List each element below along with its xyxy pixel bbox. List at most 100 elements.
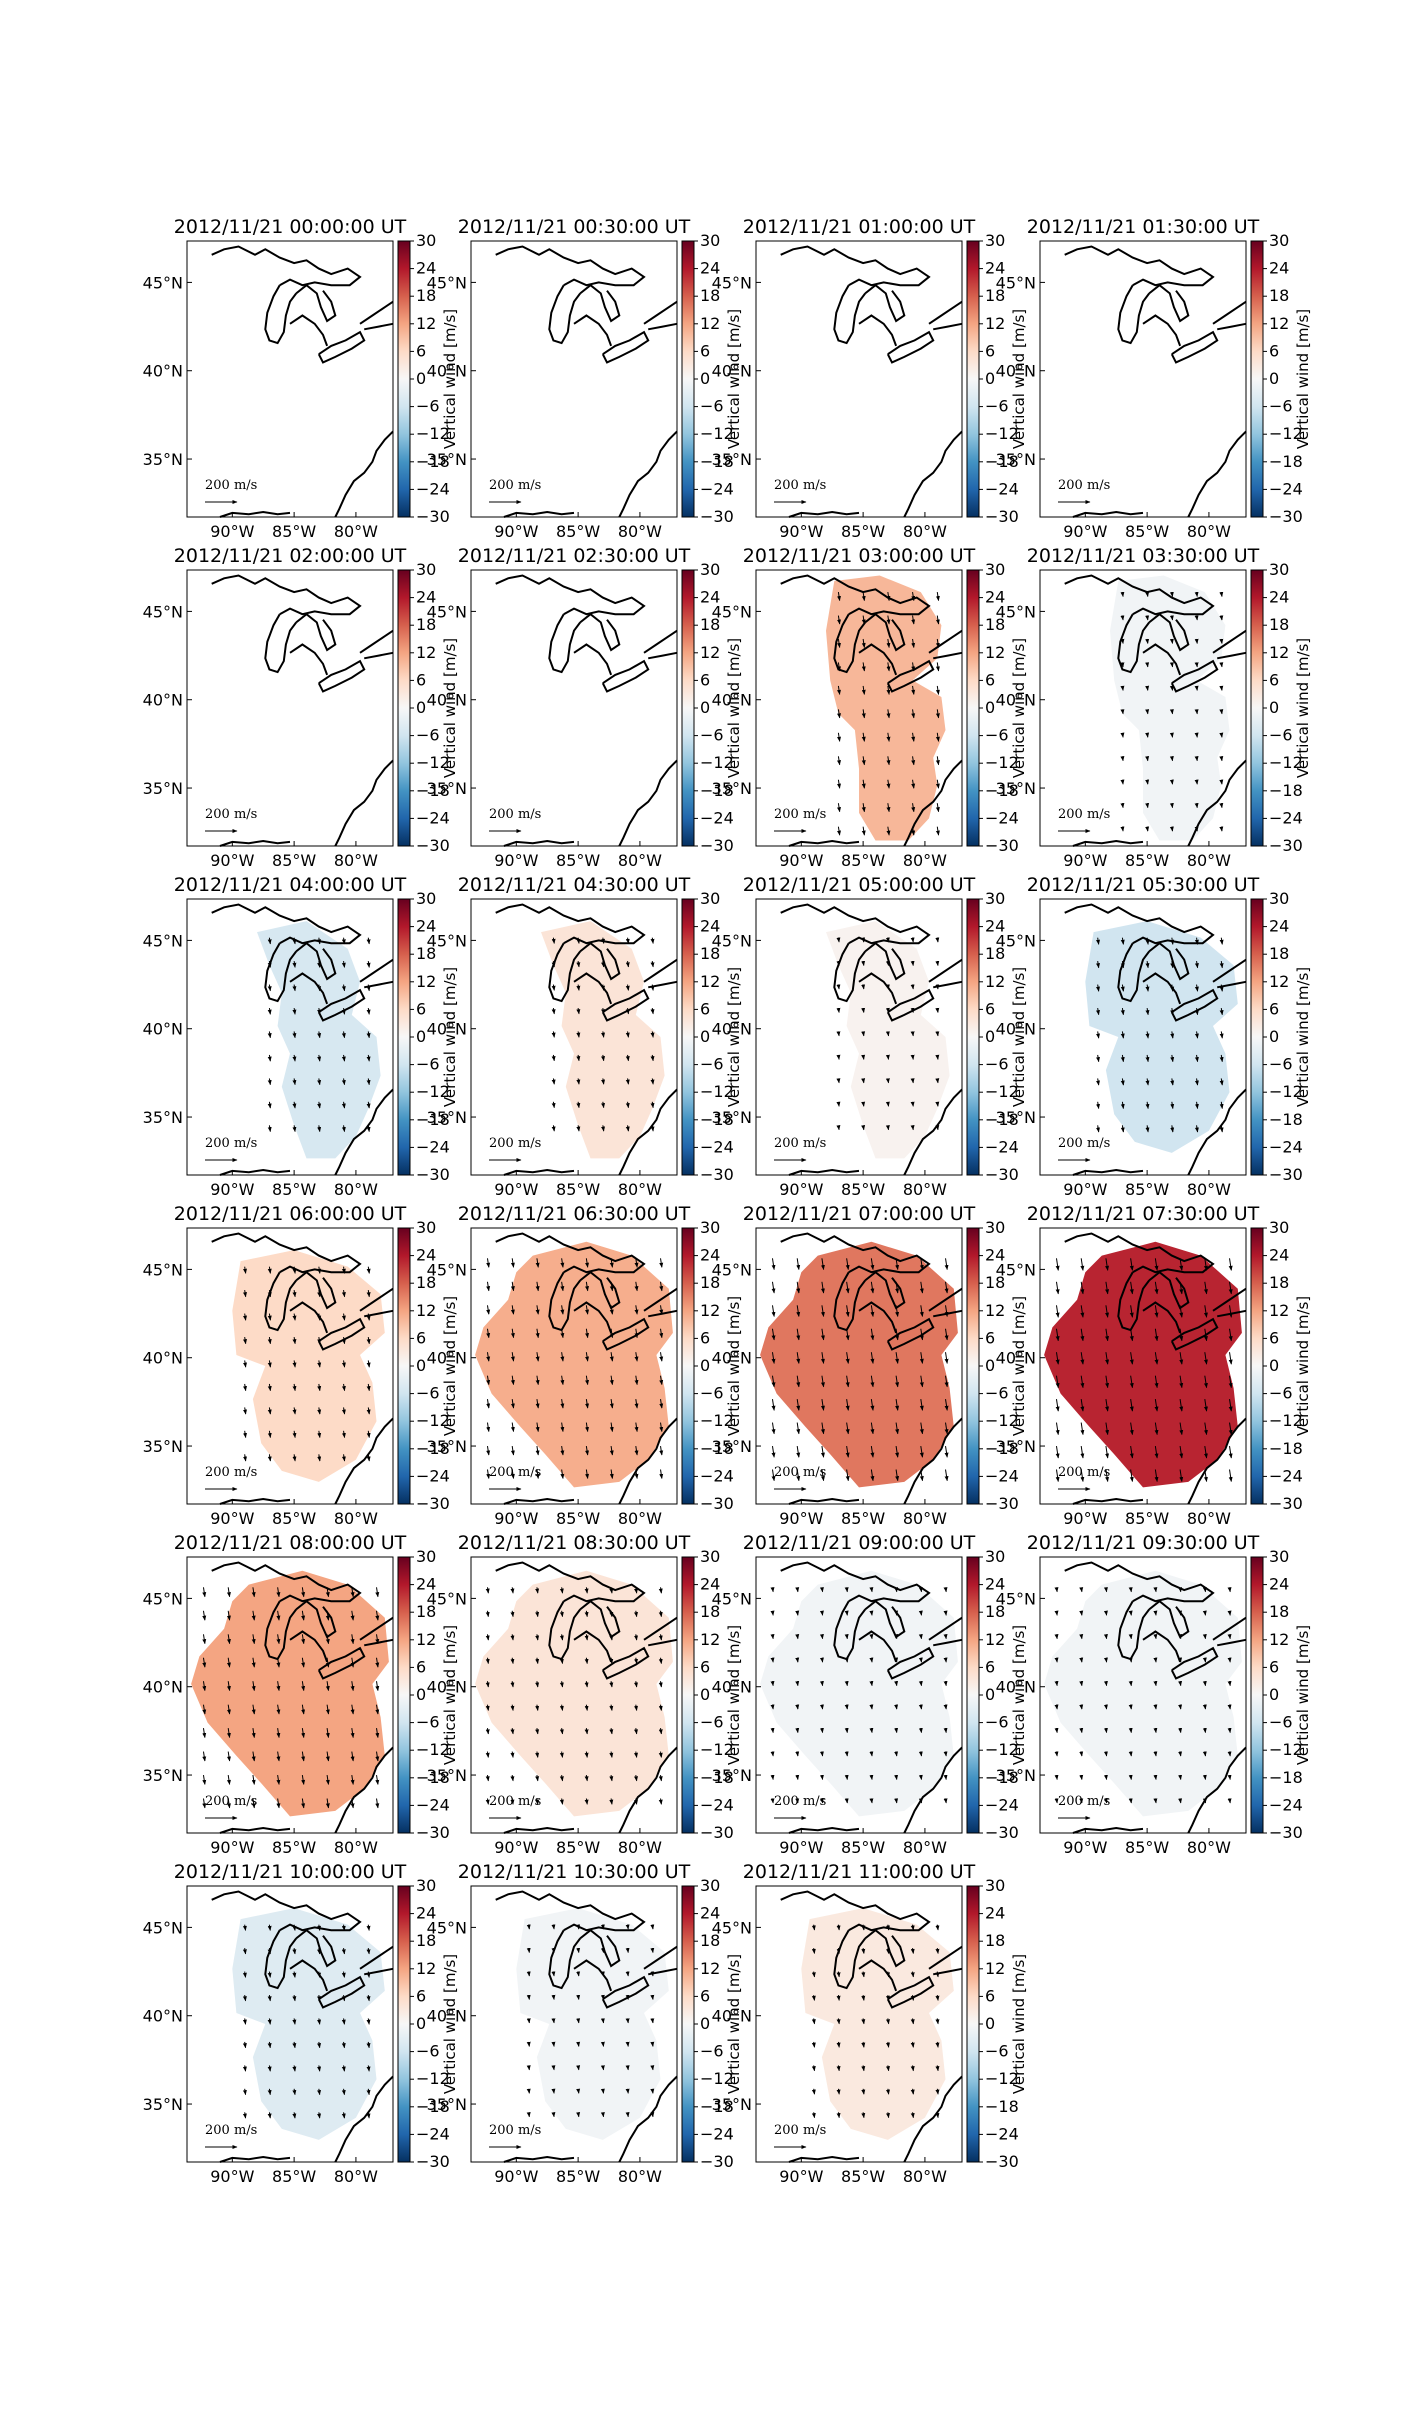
wind-vector [560, 1422, 565, 1433]
wind-vector [243, 1407, 247, 1415]
colorbar [397, 240, 411, 518]
coastline [864, 612, 906, 652]
colorbar-label: Vertical wind [m/s] [1294, 1296, 1312, 1436]
lon-tick-label: 90°W [779, 1180, 823, 1199]
coastline [359, 1287, 394, 1312]
lat-tick-label: 35°N [143, 1766, 183, 1785]
lon-tick-label: 80°W [334, 1180, 378, 1199]
wind-vector [584, 1704, 589, 1711]
wind-vector [609, 1375, 614, 1386]
wind-vector [1055, 1281, 1060, 1295]
wind-vector [845, 1469, 850, 1482]
coastline [359, 629, 394, 654]
colorbar-tick-label: −24 [416, 2124, 450, 2143]
wind-vector [485, 1728, 490, 1735]
wind-vector [1145, 984, 1150, 992]
map-axes [187, 241, 393, 517]
lat-tick-label: 45°N [427, 1589, 467, 1608]
wind-vector [226, 1681, 231, 1692]
wind-vector [918, 1774, 923, 1780]
lon-tick-label: 90°W [210, 851, 254, 870]
wind-vector [870, 1305, 875, 1317]
wind-vector [1194, 709, 1199, 715]
wind-vector [845, 1445, 850, 1458]
wind-vector [1219, 1054, 1224, 1063]
wind-vector [267, 1007, 272, 1015]
axes-border [470, 1227, 678, 1505]
wind-vector [885, 1054, 890, 1060]
map-axes [471, 241, 677, 517]
colorbar-tick-label: −6 [700, 1384, 724, 1403]
wind-vector [910, 2112, 915, 2119]
panel-title: 2012/11/21 05:00:00 UT [743, 874, 976, 896]
wind-vector [276, 1634, 281, 1645]
colorbar-tick-label: 30 [416, 1547, 436, 1566]
wind-vector [820, 1422, 825, 1435]
wind-vector [609, 1751, 614, 1758]
wind-vector [861, 2018, 866, 2025]
coastline [364, 1967, 394, 1976]
lon-tick-label: 90°W [210, 1509, 254, 1528]
wind-vector [366, 1336, 371, 1345]
wind-vector [301, 1610, 306, 1621]
wind-vector [292, 1407, 297, 1415]
coastline [858, 1959, 898, 1992]
wind-vector [886, 615, 891, 625]
colorbar-tick-label: −30 [416, 1823, 450, 1842]
coastline [573, 1301, 613, 1334]
coastline [211, 1232, 362, 1274]
colorbar-tick-label: 0 [1269, 1685, 1279, 1704]
coastline [1187, 759, 1247, 847]
wind-vector [242, 2041, 247, 2049]
coastline [648, 651, 678, 660]
lon-tick-label: 85°W [556, 1838, 600, 1857]
wind-vector [226, 1610, 231, 1621]
wind-vector [1202, 1633, 1207, 1640]
colorbar-tick-label: −18 [1269, 781, 1303, 800]
colorbar-tick-label: −30 [700, 1165, 734, 1184]
wind-vector [341, 1078, 346, 1086]
coastline [933, 322, 963, 331]
wind-vector [650, 2041, 655, 2047]
wind-vector [559, 1634, 564, 1641]
coastline [579, 612, 621, 652]
wind-vector [845, 1422, 850, 1435]
wind-vector [292, 2065, 297, 2072]
coastline [643, 1945, 678, 1970]
wind-field-region [257, 921, 381, 1159]
wind-vector [242, 2065, 247, 2072]
wind-vector [251, 1657, 256, 1668]
wind-vector [795, 1633, 800, 1640]
lat-tick-label: 40°N [712, 2007, 752, 2026]
wind-vector [634, 1774, 638, 1782]
wind-vector [1103, 1657, 1108, 1663]
axes-border [186, 898, 394, 1176]
colorbar-tick-label: 18 [416, 1931, 436, 1950]
colorbar-tick-label: 6 [700, 341, 710, 360]
wind-vector [1120, 1101, 1125, 1110]
wind-vector [625, 1054, 630, 1062]
wind-vector [1145, 615, 1150, 621]
lon-tick-label: 85°W [272, 1180, 316, 1199]
colorbar-tick-label: −12 [1269, 753, 1303, 772]
colorbar-tick-label: 12 [416, 1301, 436, 1320]
wind-vector [870, 1422, 875, 1435]
wind-vector [895, 1399, 900, 1411]
coastline [334, 1746, 394, 1834]
lat-tick-label: 40°N [427, 691, 467, 710]
wind-vector [918, 1751, 923, 1757]
coastline [928, 1616, 963, 1641]
colorbar-tick-label: 18 [416, 1602, 436, 1621]
wind-vector [869, 1751, 874, 1757]
wind-vector [341, 2088, 346, 2096]
lat-tick-label: 35°N [996, 450, 1036, 469]
wind-vector [819, 1610, 824, 1616]
lat-tick-label: 45°N [996, 602, 1036, 621]
axes-border [755, 240, 963, 518]
lon-tick-label: 80°W [334, 851, 378, 870]
coastline [928, 629, 963, 654]
wind-vector [796, 1305, 801, 1317]
colorbar-tick-label: −12 [1269, 424, 1303, 443]
